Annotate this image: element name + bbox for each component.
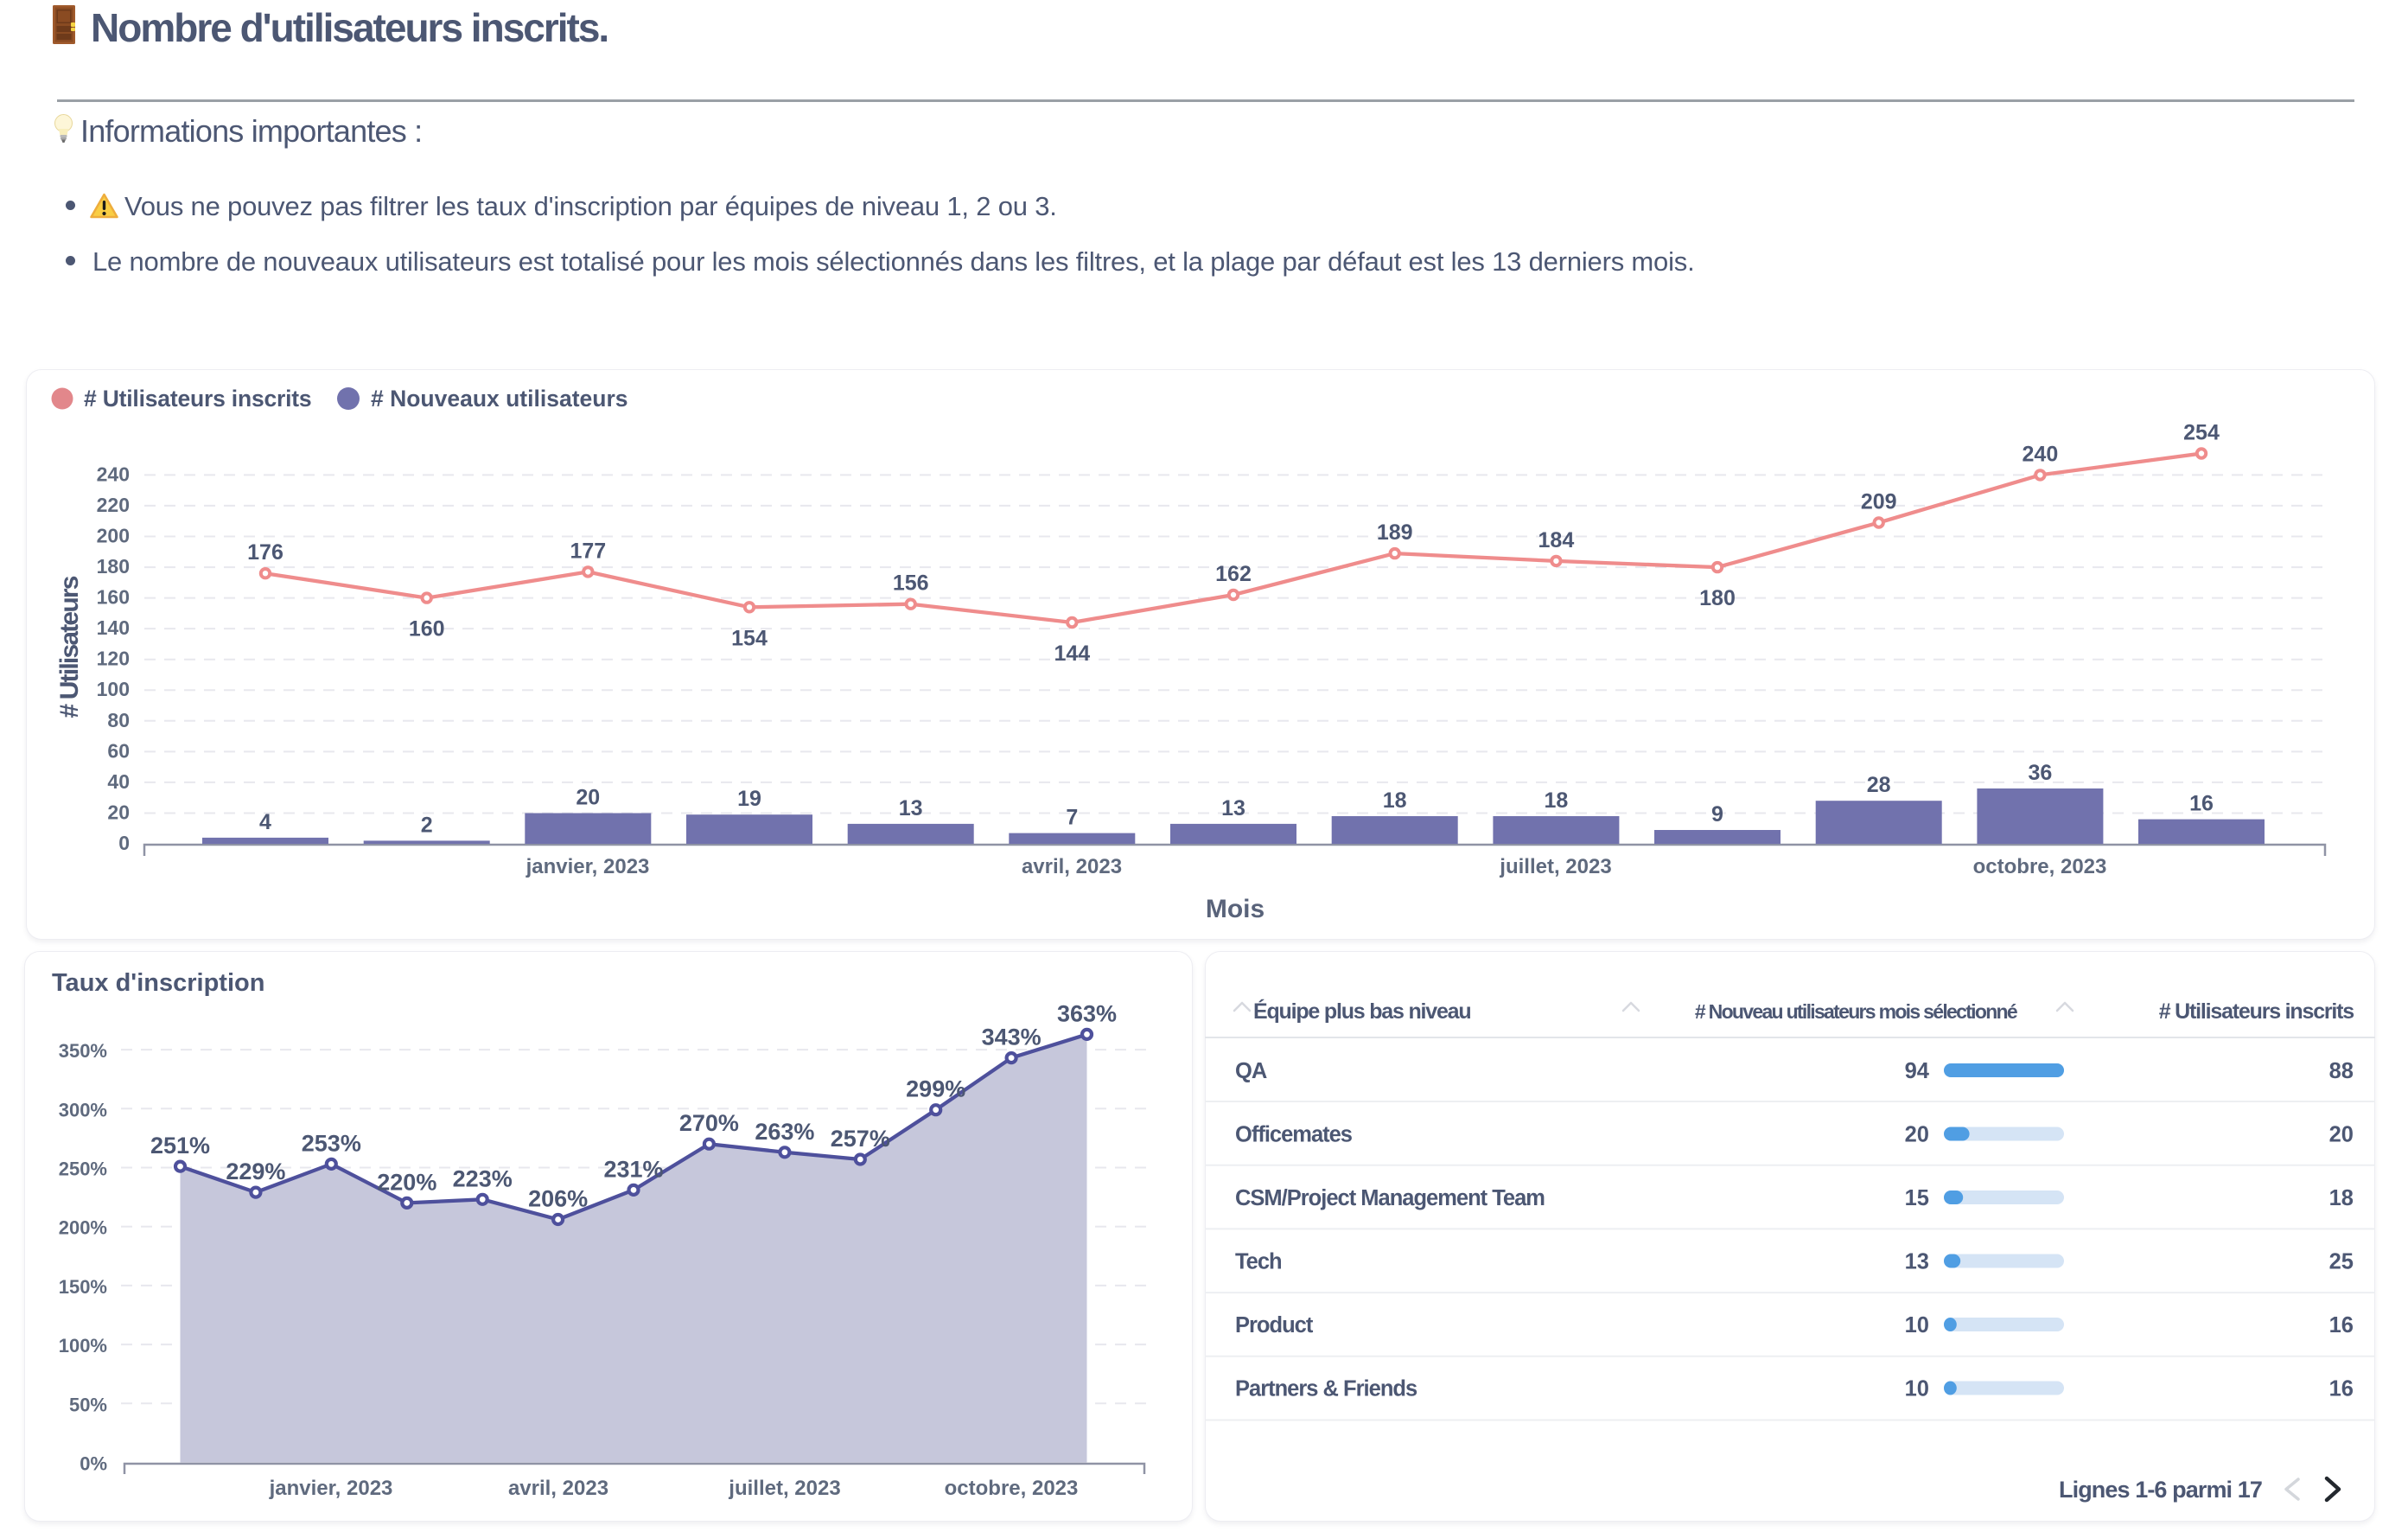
svg-text:160: 160 — [97, 586, 130, 609]
svg-text:80: 80 — [107, 709, 130, 731]
svg-text:16: 16 — [2329, 1377, 2354, 1401]
svg-text:Équipe plus bas niveau: Équipe plus bas niveau — [1253, 999, 1470, 1024]
svg-text:Tech: Tech — [1235, 1250, 1282, 1274]
svg-text:231%: 231% — [603, 1156, 663, 1182]
svg-text:253%: 253% — [302, 1130, 361, 1156]
svg-text:60: 60 — [107, 739, 130, 762]
svg-text:100%: 100% — [59, 1335, 107, 1356]
svg-text:240: 240 — [97, 463, 130, 485]
svg-text:Partners & Friends: Partners & Friends — [1235, 1377, 1417, 1401]
svg-text:88: 88 — [2329, 1059, 2354, 1083]
svg-text:CSM/Project Management Team: CSM/Project Management Team — [1235, 1186, 1545, 1210]
svg-text:300%: 300% — [59, 1099, 107, 1120]
svg-text:200: 200 — [97, 525, 130, 547]
svg-text:220: 220 — [97, 494, 130, 516]
svg-text:229%: 229% — [226, 1159, 285, 1184]
svg-text:189: 189 — [1377, 520, 1413, 545]
svg-text:janvier, 2023: janvier, 2023 — [269, 1477, 393, 1500]
svg-text:254: 254 — [2183, 421, 2220, 445]
svg-text:220%: 220% — [377, 1169, 436, 1195]
svg-text:18: 18 — [1544, 788, 1568, 813]
svg-text:240: 240 — [2023, 442, 2059, 466]
svg-text:177: 177 — [570, 539, 606, 563]
svg-text:0%: 0% — [80, 1453, 107, 1475]
svg-text:Lignes 1-6 parmi 17: Lignes 1-6 parmi 17 — [2059, 1477, 2262, 1503]
svg-text:# Utilisateurs inscrits: # Utilisateurs inscrits — [2159, 999, 2354, 1024]
svg-text:299%: 299% — [906, 1076, 965, 1102]
svg-text:Taux d'inscription: Taux d'inscription — [52, 969, 264, 997]
svg-text:13: 13 — [1221, 796, 1245, 820]
svg-text:octobre, 2023: octobre, 2023 — [945, 1477, 1079, 1500]
svg-text:18: 18 — [1383, 788, 1407, 813]
svg-text:154: 154 — [731, 626, 768, 650]
svg-text:350%: 350% — [59, 1040, 107, 1062]
svg-text:270%: 270% — [679, 1110, 739, 1136]
svg-text:13: 13 — [1905, 1250, 1929, 1274]
svg-text:octobre, 2023: octobre, 2023 — [1973, 855, 2107, 878]
svg-text:250%: 250% — [59, 1159, 107, 1180]
svg-text:100: 100 — [97, 678, 130, 700]
svg-text:QA: QA — [1235, 1059, 1267, 1083]
svg-text:20: 20 — [2329, 1123, 2354, 1147]
svg-text:50%: 50% — [69, 1394, 107, 1415]
svg-text:juillet, 2023: juillet, 2023 — [728, 1477, 840, 1500]
svg-text:20: 20 — [107, 801, 130, 824]
svg-text:7: 7 — [1066, 806, 1078, 830]
svg-text:160: 160 — [409, 617, 445, 642]
svg-text:20: 20 — [576, 786, 600, 810]
svg-text:# Nouveau utilisateurs mois sé: # Nouveau utilisateurs mois sélectionné — [1695, 1000, 2017, 1023]
svg-text:15: 15 — [1905, 1186, 1929, 1210]
svg-text:Product: Product — [1235, 1313, 1314, 1337]
svg-text:209: 209 — [1861, 490, 1897, 514]
svg-text:28: 28 — [1867, 773, 1891, 797]
svg-text:150%: 150% — [59, 1276, 107, 1298]
svg-text:180: 180 — [1699, 586, 1736, 610]
svg-text:13: 13 — [899, 796, 923, 820]
svg-text:200%: 200% — [59, 1217, 107, 1239]
svg-text:94: 94 — [1905, 1059, 1930, 1083]
svg-text:223%: 223% — [453, 1165, 513, 1191]
svg-text:janvier, 2023: janvier, 2023 — [526, 855, 650, 878]
svg-text:16: 16 — [2189, 792, 2214, 816]
svg-text:# Utilisateurs inscrits: # Utilisateurs inscrits — [84, 386, 311, 412]
svg-text:avril, 2023: avril, 2023 — [1022, 855, 1122, 878]
svg-text:36: 36 — [2028, 761, 2052, 785]
svg-text:251%: 251% — [150, 1133, 210, 1159]
svg-text:18: 18 — [2329, 1186, 2354, 1210]
svg-text:0: 0 — [118, 832, 130, 854]
svg-text:257%: 257% — [831, 1126, 890, 1152]
svg-text:263%: 263% — [755, 1119, 814, 1145]
svg-text:120: 120 — [97, 648, 130, 670]
svg-text:25: 25 — [2329, 1250, 2354, 1274]
svg-text:16: 16 — [2329, 1313, 2354, 1337]
svg-text:19: 19 — [737, 787, 761, 811]
svg-text:avril, 2023: avril, 2023 — [508, 1477, 608, 1500]
svg-text:20: 20 — [1905, 1123, 1929, 1147]
svg-text:Officemates: Officemates — [1235, 1123, 1353, 1147]
svg-text:180: 180 — [97, 555, 130, 578]
svg-text:144: 144 — [1054, 642, 1090, 666]
svg-text:# Nouveaux utilisateurs: # Nouveaux utilisateurs — [371, 386, 628, 412]
svg-text:206%: 206% — [528, 1186, 588, 1212]
svg-text:140: 140 — [97, 616, 130, 639]
svg-text:Mois: Mois — [1206, 895, 1265, 923]
svg-text:156: 156 — [893, 571, 929, 596]
svg-text:363%: 363% — [1057, 1000, 1117, 1026]
svg-text:184: 184 — [1538, 528, 1575, 552]
svg-text:176: 176 — [247, 540, 283, 565]
svg-text:10: 10 — [1905, 1313, 1929, 1337]
svg-text:4: 4 — [259, 810, 271, 834]
svg-text:343%: 343% — [982, 1025, 1042, 1050]
svg-text:juillet, 2023: juillet, 2023 — [1499, 855, 1611, 878]
svg-text:162: 162 — [1215, 562, 1252, 586]
svg-text:2: 2 — [421, 813, 433, 837]
svg-text:# Utilisateurs: # Utilisateurs — [55, 576, 84, 718]
svg-text:9: 9 — [1711, 802, 1723, 827]
svg-text:10: 10 — [1905, 1377, 1929, 1401]
svg-text:40: 40 — [107, 770, 130, 793]
